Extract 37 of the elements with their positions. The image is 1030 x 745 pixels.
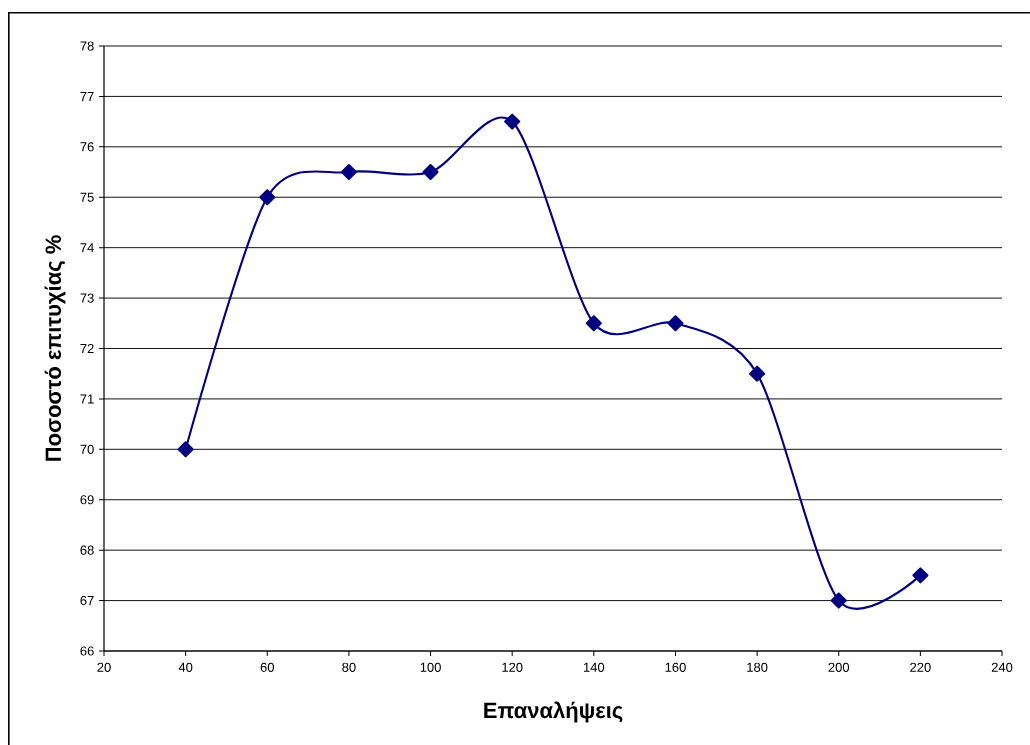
- y-tick-label: 77: [80, 91, 94, 101]
- y-tick-label: 67: [80, 595, 94, 606]
- point: [259, 189, 276, 206]
- point: [830, 592, 847, 609]
- x-tick-label: 140: [583, 662, 605, 672]
- y-tick-label: 69: [80, 495, 94, 505]
- point: [504, 113, 521, 130]
- point: [177, 441, 194, 458]
- y-tick-label: 70: [80, 444, 94, 454]
- y-tick-label: 74: [80, 243, 94, 253]
- point: [667, 315, 684, 332]
- x-tick-label: 200: [828, 662, 850, 672]
- x-tick-label: 160: [665, 662, 686, 672]
- point: [749, 365, 766, 382]
- y-axis-title: Ποσοστό επιτυχίας %: [44, 235, 66, 461]
- y-tick-label: 73: [80, 293, 94, 303]
- x-axis-title: Επαναλήψεις: [484, 701, 623, 723]
- point: [585, 315, 602, 332]
- y-tick-label: 68: [80, 545, 94, 555]
- y-tick-label: 78: [80, 41, 94, 51]
- x-tick-label: 40: [178, 662, 193, 672]
- y-tick-label: 76: [80, 142, 94, 152]
- x-tick-label: 180: [747, 662, 768, 672]
- x-tick-label: 20: [97, 662, 111, 672]
- y-tick-label: 72: [80, 343, 94, 354]
- x-tick-label: 240: [991, 662, 1013, 672]
- y-tick-label: 66: [80, 646, 94, 656]
- x-tick-label: 60: [260, 662, 275, 672]
- y-tick-label: 71: [80, 394, 94, 404]
- x-tick-label: 120: [502, 662, 523, 672]
- point: [340, 163, 357, 181]
- x-tick-label: 80: [342, 662, 356, 672]
- x-tick-label: 220: [910, 662, 931, 672]
- point: [422, 163, 439, 181]
- y-tick-label: 75: [80, 192, 94, 202]
- x-tick-label: 100: [420, 662, 441, 672]
- point: [912, 567, 929, 584]
